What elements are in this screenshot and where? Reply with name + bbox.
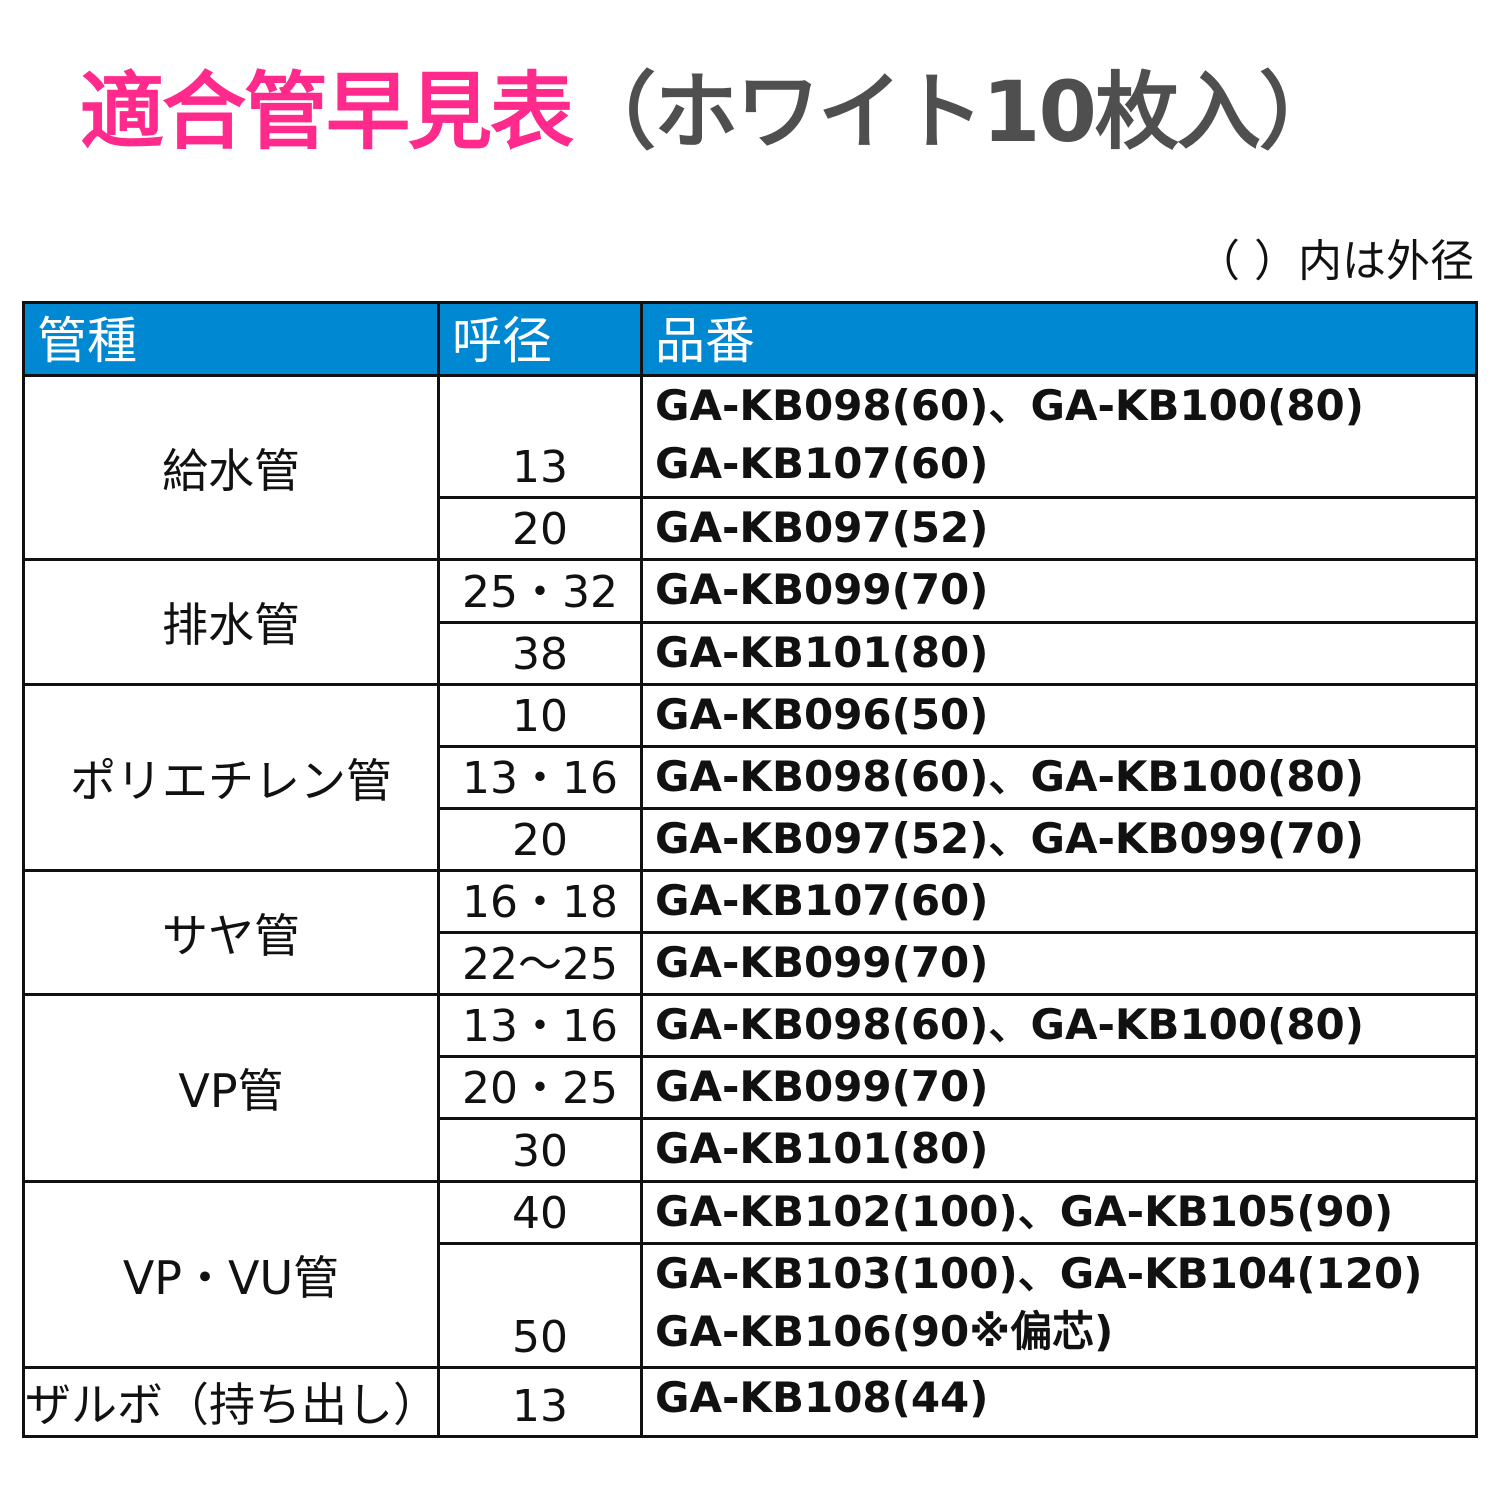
part-number: GA-KB101(80) xyxy=(655,1124,989,1173)
table-row: 13・16 GA-KB098(60)、GA-KB100(80) xyxy=(24,745,1478,810)
part-number-cell: GA-KB099(70) xyxy=(640,558,1478,624)
nominal-diameter-cell: 20 xyxy=(437,807,643,872)
nominal-diameter-cell: 13・16 xyxy=(437,993,643,1058)
header-nominal-diameter: 呼径 xyxy=(437,301,643,377)
table-header-row: 管種 呼径 品番 xyxy=(22,301,1478,377)
outer-diameter-note: （ ）内は外径 xyxy=(1196,236,1474,287)
pipe-type-cell: 排水管 xyxy=(22,558,440,686)
part-number: GA-KB098(60)、GA-KB100(80) xyxy=(655,381,1364,430)
page-title: 適合管早見表（ホワイト10枚入） xyxy=(80,62,1343,162)
pipe-type-cell: VP・VU管 xyxy=(22,1180,440,1369)
part-number-cell: GA-KB098(60)、GA-KB100(80) GA-KB107(60) xyxy=(640,374,1478,499)
pipe-type-cell: VP管 xyxy=(22,993,440,1183)
part-number-cell: GA-KB098(60)、GA-KB100(80) xyxy=(640,993,1478,1058)
part-number-cell: GA-KB097(52)、GA-KB099(70) xyxy=(640,807,1478,872)
part-number: GA-KB106(90※偏芯) xyxy=(655,1307,1114,1356)
part-number-cell: GA-KB101(80) xyxy=(640,1117,1478,1183)
table-row: 20・25 GA-KB099(70) xyxy=(24,1055,1478,1120)
part-number: GA-KB108(44) xyxy=(655,1373,989,1422)
header-pipe-type: 管種 xyxy=(22,301,440,377)
pipe-type-cell: ザルボ（持ち出し） xyxy=(22,1366,440,1438)
nominal-diameter-cell: 38 xyxy=(437,621,643,686)
table-row: サヤ管 16・18 GA-KB107(60) xyxy=(22,869,1478,996)
table-row: 20 GA-KB097(52)、GA-KB099(70) xyxy=(24,807,1478,872)
part-number: GA-KB096(50) xyxy=(655,690,989,739)
nominal-diameter-cell: 25・32 xyxy=(437,558,643,624)
part-number: GA-KB103(100)、GA-KB104(120) xyxy=(655,1249,1423,1298)
part-number: GA-KB099(70) xyxy=(655,565,989,614)
nominal-diameter-cell: 40 xyxy=(437,1180,643,1245)
part-number: GA-KB101(80) xyxy=(655,628,989,677)
header-part-number: 品番 xyxy=(640,301,1478,377)
nominal-diameter-cell: 13 xyxy=(437,1366,643,1438)
nominal-diameter-cell: 20 xyxy=(437,496,643,561)
part-number: GA-KB102(100)、GA-KB105(90) xyxy=(655,1187,1394,1236)
nominal-diameter-cell: 10 xyxy=(437,683,643,748)
nominal-diameter-cell: 50 xyxy=(437,1242,643,1369)
part-number-cell: GA-KB097(52) xyxy=(640,496,1478,561)
table-row: VP管 13・16 GA-KB098(60)、GA-KB100(80) xyxy=(22,993,1478,1183)
table-row: 38 GA-KB101(80) xyxy=(24,621,1478,686)
table-row: 給水管 13 GA-KB098(60)、GA-KB100(80) GA-KB107(6… xyxy=(22,374,1478,561)
part-number-cell: GA-KB107(60) xyxy=(640,869,1478,934)
part-number: GA-KB099(70) xyxy=(655,938,989,987)
title-main: 適合管早見表 xyxy=(80,63,574,161)
table-row: 22～25 GA-KB099(70) xyxy=(24,931,1478,996)
part-number-cell: GA-KB099(70) xyxy=(640,1055,1478,1120)
part-number: GA-KB107(60) xyxy=(655,876,989,925)
table-row: 20 GA-KB097(52) xyxy=(24,496,1478,561)
part-number-cell: GA-KB098(60)、GA-KB100(80) xyxy=(640,745,1478,810)
table-row: ポリエチレン管 10 GA-KB096(50) xyxy=(22,683,1478,872)
part-number-cell: GA-KB096(50) xyxy=(640,683,1478,748)
table-row: VP・VU管 40 GA-KB102(100)、GA-KB105(90) xyxy=(22,1180,1478,1369)
nominal-diameter-cell: 22～25 xyxy=(437,931,643,996)
table-row: 50 GA-KB103(100)、GA-KB104(120) GA-KB106(90… xyxy=(24,1242,1478,1369)
part-number-cell: GA-KB108(44) xyxy=(640,1366,1478,1438)
nominal-diameter-cell: 30 xyxy=(437,1117,643,1183)
nominal-diameter-cell: 13・16 xyxy=(437,745,643,810)
part-number: GA-KB097(52)、GA-KB099(70) xyxy=(655,814,1364,863)
nominal-diameter-cell: 13 xyxy=(437,374,643,499)
part-number-cell: GA-KB101(80) xyxy=(640,621,1478,686)
part-number: GA-KB097(52) xyxy=(655,503,989,552)
part-number-cell: GA-KB103(100)、GA-KB104(120) GA-KB106(90※偏… xyxy=(640,1242,1478,1369)
table-row: ザルボ（持ち出し） 13 GA-KB108(44) xyxy=(22,1366,1478,1438)
part-number-cell: GA-KB102(100)、GA-KB105(90) xyxy=(640,1180,1478,1245)
part-number: GA-KB098(60)、GA-KB100(80) xyxy=(655,752,1364,801)
table-row: 30 GA-KB101(80) xyxy=(24,1117,1478,1183)
pipe-type-cell: サヤ管 xyxy=(22,869,440,996)
part-number: GA-KB099(70) xyxy=(655,1062,989,1111)
title-sub: （ホワイト10枚入） xyxy=(572,63,1343,161)
part-number: GA-KB098(60)、GA-KB100(80) xyxy=(655,1000,1364,1049)
pipe-type-cell: 給水管 xyxy=(22,374,440,561)
part-number: GA-KB107(60) xyxy=(655,439,989,488)
table-row: 排水管 25・32 GA-KB099(70) xyxy=(22,558,1478,686)
compatible-pipe-table: 管種 呼径 品番 給水管 13 GA-KB098(60)、GA-KB100(80) G… xyxy=(22,301,1478,1438)
nominal-diameter-cell: 16・18 xyxy=(437,869,643,934)
part-number-cell: GA-KB099(70) xyxy=(640,931,1478,996)
pipe-type-cell: ポリエチレン管 xyxy=(22,683,440,872)
nominal-diameter-cell: 20・25 xyxy=(437,1055,643,1120)
